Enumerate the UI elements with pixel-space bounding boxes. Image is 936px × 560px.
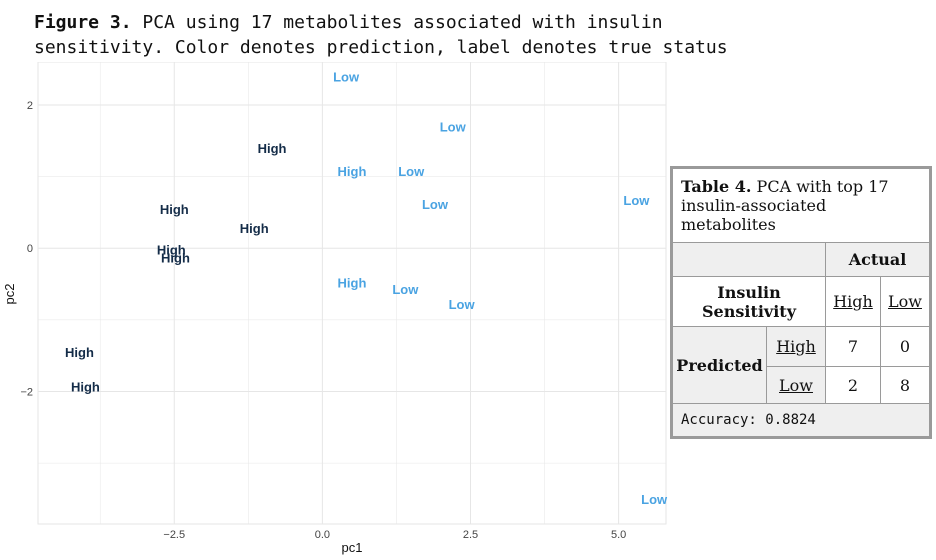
figure-label: Figure 3. bbox=[34, 12, 132, 33]
cell-high-low: 0 bbox=[880, 326, 930, 367]
data-point-label: High bbox=[71, 379, 100, 394]
data-point-label: High bbox=[338, 164, 367, 179]
data-point-label: High bbox=[258, 141, 287, 156]
y-tick-label: −2 bbox=[20, 386, 33, 398]
y-tick-label: 2 bbox=[27, 100, 33, 112]
data-point-label: High bbox=[160, 202, 189, 217]
data-point-label: High bbox=[240, 221, 269, 236]
data-point-label: Low bbox=[449, 297, 476, 312]
predicted-high-label: High bbox=[766, 326, 826, 367]
cell-low-low: 8 bbox=[880, 366, 930, 404]
insulin-sensitivity-header: Insulin Sensitivity bbox=[672, 276, 826, 327]
accuracy-text: Accuracy: 0.8824 bbox=[672, 403, 930, 437]
cell-high-high: 7 bbox=[825, 326, 881, 367]
figure-caption-text: PCA using 17 metabolites associated with… bbox=[34, 12, 728, 58]
table-title-label: Table 4. bbox=[681, 177, 752, 196]
x-tick-label: 5.0 bbox=[611, 529, 626, 541]
table-title: Table 4. PCA with top 17 insulin-associa… bbox=[672, 168, 930, 243]
confusion-matrix-table: Table 4. PCA with top 17 insulin-associa… bbox=[670, 166, 932, 439]
data-point-label: Low bbox=[398, 164, 425, 179]
predicted-header: Predicted bbox=[672, 326, 767, 404]
data-point-label: High bbox=[161, 251, 190, 266]
plot-panel-border bbox=[37, 62, 667, 525]
x-axis-title: pc1 bbox=[342, 540, 363, 555]
actual-header: Actual bbox=[825, 242, 930, 277]
actual-low-header: Low bbox=[880, 276, 930, 327]
x-tick-label: 0.0 bbox=[315, 529, 330, 541]
data-point-label: Low bbox=[440, 119, 467, 134]
data-point-label: Low bbox=[623, 193, 650, 208]
tick-layer: −2.5 0.0 2.5 5.0 −2 0 2 bbox=[20, 100, 626, 541]
table-corner-cell bbox=[672, 242, 826, 277]
data-point-label: Low bbox=[392, 282, 419, 297]
data-point-label: Low bbox=[422, 197, 449, 212]
cell-low-high: 2 bbox=[825, 366, 881, 404]
figure-caption: Figure 3. PCA using 17 metabolites assoc… bbox=[34, 10, 914, 60]
data-point-label: High bbox=[65, 345, 94, 360]
data-point-label: High bbox=[157, 243, 186, 258]
x-tick-label: −2.5 bbox=[163, 529, 185, 541]
data-point-label: Low bbox=[641, 492, 668, 507]
data-point-label: High bbox=[338, 276, 367, 291]
data-point-label: Low bbox=[333, 69, 360, 84]
grid-layer bbox=[37, 62, 667, 525]
x-tick-label: 2.5 bbox=[463, 529, 478, 541]
predicted-low-label: Low bbox=[766, 366, 826, 404]
table-title-text: PCA with top 17 insulin-associated metab… bbox=[681, 177, 889, 234]
y-tick-label: 0 bbox=[27, 243, 33, 255]
actual-high-header: High bbox=[825, 276, 881, 327]
y-axis-title: pc2 bbox=[2, 284, 17, 305]
